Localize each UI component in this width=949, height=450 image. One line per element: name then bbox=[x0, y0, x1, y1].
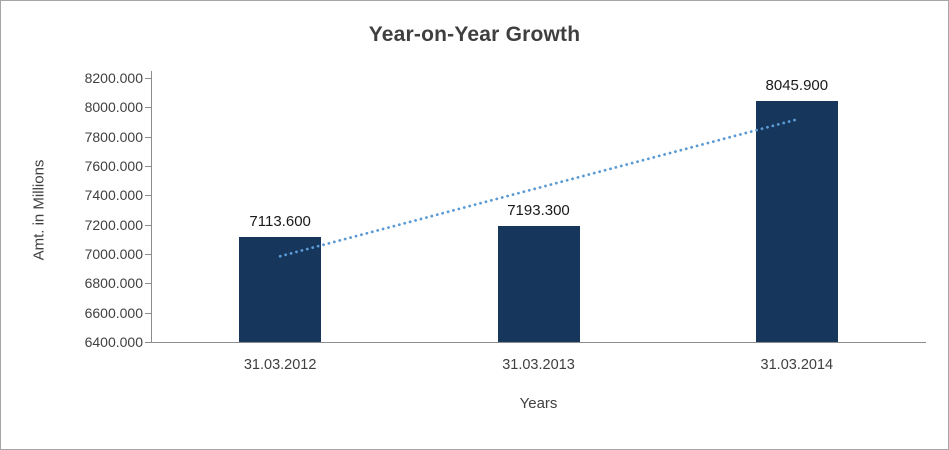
y-tick-mark bbox=[145, 195, 151, 197]
y-tick-mark bbox=[145, 136, 151, 138]
bar-value-label: 7113.600 bbox=[249, 213, 311, 231]
y-tick-mark bbox=[145, 166, 151, 167]
y-tick-label: 7400.000 bbox=[84, 187, 143, 204]
bar-value-label: 8045.900 bbox=[765, 76, 829, 94]
x-tick-label: 31.03.2012 bbox=[243, 357, 317, 373]
bar bbox=[239, 237, 322, 342]
y-tick-label: 8000.000 bbox=[84, 99, 143, 116]
y-tick-label: 7800.000 bbox=[84, 128, 143, 145]
y-axis-line bbox=[151, 71, 152, 343]
x-tick-label: 31.03.2013 bbox=[502, 357, 575, 373]
chart-title: Year-on-Year Growth bbox=[368, 23, 581, 46]
bar bbox=[497, 225, 580, 342]
y-tick-label: 7000.000 bbox=[84, 246, 143, 262]
y-tick-label: 7600.000 bbox=[84, 158, 143, 174]
y-tick-mark bbox=[145, 254, 151, 255]
y-tick-label: 7200.000 bbox=[84, 216, 143, 233]
bar-value-label: 7193.300 bbox=[507, 201, 570, 219]
y-tick-mark bbox=[145, 342, 151, 343]
y-tick-label: 6800.000 bbox=[84, 275, 143, 292]
y-tick-mark bbox=[145, 312, 151, 314]
y-axis-title: Amt. in Millions bbox=[30, 159, 48, 261]
bar bbox=[755, 100, 838, 342]
y-tick-label: 6400.000 bbox=[84, 334, 143, 350]
y-tick-label: 6600.000 bbox=[84, 304, 143, 321]
y-tick-label: 8200.000 bbox=[84, 70, 143, 86]
y-tick-mark bbox=[145, 107, 151, 109]
x-axis-title: Years bbox=[519, 395, 558, 412]
y-tick-mark bbox=[145, 283, 151, 285]
x-axis-line bbox=[151, 342, 926, 343]
y-tick-mark bbox=[145, 224, 151, 226]
x-tick-label: 31.03.2014 bbox=[760, 357, 834, 373]
y-tick-mark bbox=[145, 78, 151, 79]
